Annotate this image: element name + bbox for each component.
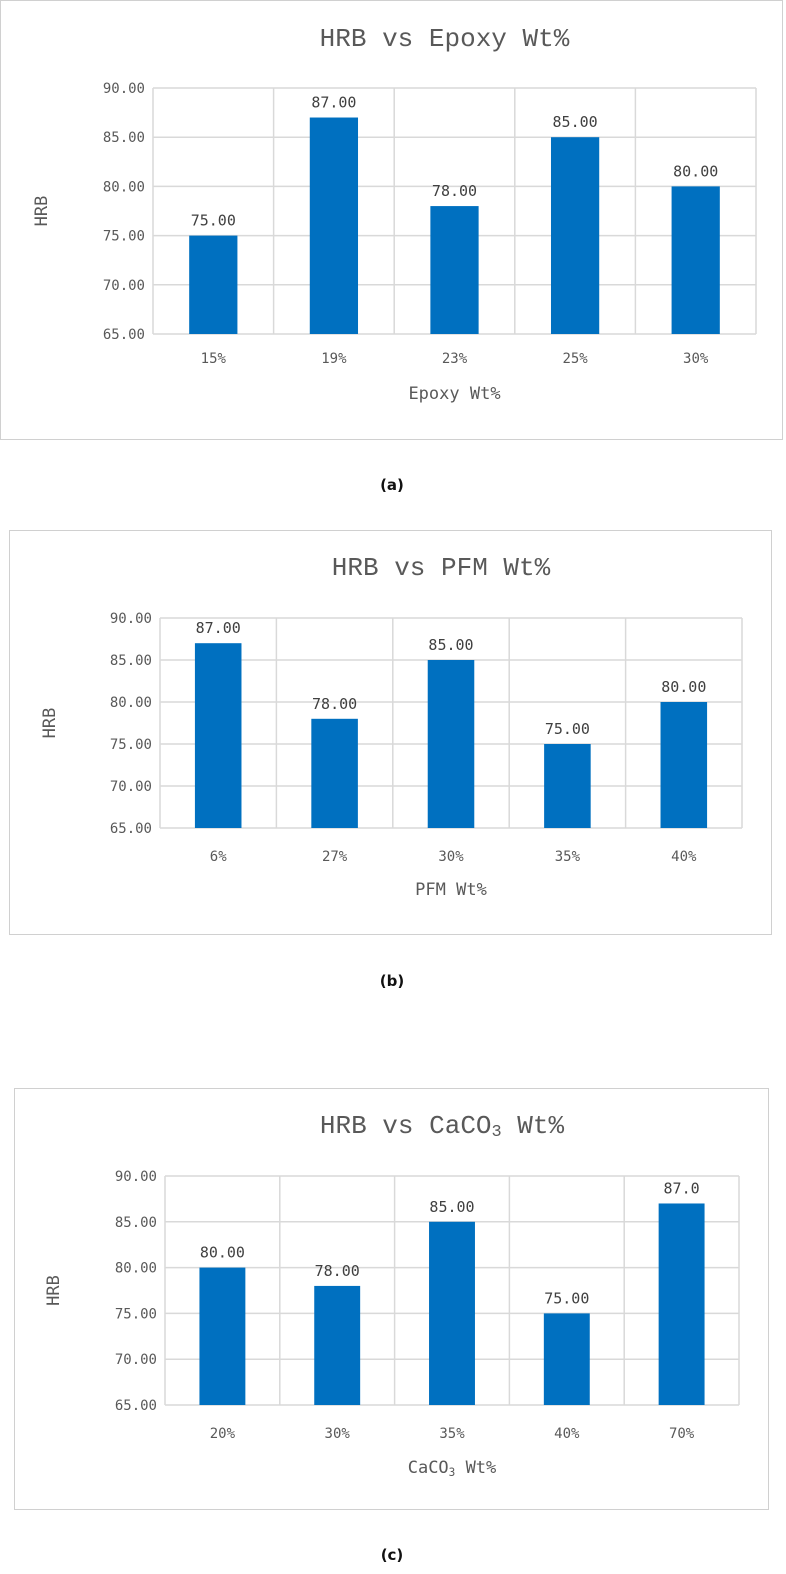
bar-b-3 xyxy=(427,660,475,828)
x-tick-label: 30% xyxy=(438,849,464,865)
x-tick-label: 70% xyxy=(669,1426,695,1442)
data-label: 87.0 xyxy=(664,1179,700,1197)
bar-c-5 xyxy=(658,1203,705,1405)
data-label: 75.00 xyxy=(191,212,236,230)
bar-c-2 xyxy=(314,1285,361,1405)
bar-a-4 xyxy=(550,137,600,334)
data-label: 78.00 xyxy=(432,182,477,200)
chart-title: HRB vs PFM Wt% xyxy=(332,553,551,583)
bar-b-2 xyxy=(311,718,358,828)
bar-a-3 xyxy=(430,206,479,334)
y-tick-label: 90.00 xyxy=(103,81,145,97)
y-tick-label: 80.00 xyxy=(115,1261,157,1277)
chart-title: HRB vs CaCO3 Wt% xyxy=(320,1111,565,1142)
y-axis-label: HRB xyxy=(44,1275,64,1306)
data-label: 85.00 xyxy=(553,113,598,131)
x-tick-label: 15% xyxy=(201,351,227,367)
chart-a: HRB vs Epoxy Wt% 65.00 70.00 75.00 80.00 85.0… xyxy=(32,24,757,404)
chart-title: HRB vs Epoxy Wt% xyxy=(320,24,570,54)
x-tick-label: 23% xyxy=(442,351,468,367)
y-axis-label: HRB xyxy=(40,708,60,739)
data-label: 80.00 xyxy=(673,162,718,180)
x-tick-label: 19% xyxy=(321,351,347,367)
bar-b-1 xyxy=(194,643,242,828)
x-axis-label: PFM Wt% xyxy=(415,880,487,900)
data-label: 85.00 xyxy=(428,636,473,654)
data-label: 87.00 xyxy=(196,619,241,637)
y-tick-label: 65.00 xyxy=(103,327,145,343)
y-tick-label: 75.00 xyxy=(115,1306,157,1322)
bar-a-1 xyxy=(189,235,238,334)
chart-panel-a: HRB vs Epoxy Wt% 65.00 70.00 75.00 80.00 85.0… xyxy=(0,0,783,440)
bar-a-5 xyxy=(671,186,720,334)
x-tick-label: 27% xyxy=(322,849,348,865)
data-label: 75.00 xyxy=(544,1289,589,1307)
y-tick-label: 90.00 xyxy=(110,611,152,627)
bar-c-1 xyxy=(199,1267,246,1405)
x-tick-label: 35% xyxy=(439,1426,465,1442)
y-tick-label: 85.00 xyxy=(110,653,152,669)
y-tick-label: 65.00 xyxy=(115,1398,157,1414)
y-tick-label: 75.00 xyxy=(103,229,145,245)
x-tick-label: 40% xyxy=(671,849,697,865)
x-tick-label: 30% xyxy=(325,1426,351,1442)
data-label: 80.00 xyxy=(661,678,706,696)
x-axis-label: Epoxy Wt% xyxy=(408,384,500,404)
x-tick-label: 6% xyxy=(210,849,227,865)
x-axis-label: CaCO3 Wt% xyxy=(408,1458,497,1479)
chart-b: HRB vs PFM Wt% 65.00 70.00 75.00 80.00 85.00 9… xyxy=(40,553,743,900)
y-tick-label: 85.00 xyxy=(115,1215,157,1231)
y-tick-label: 90.00 xyxy=(115,1169,157,1185)
data-label: 85.00 xyxy=(429,1198,474,1216)
bar-a-2 xyxy=(309,117,359,335)
bar-b-5 xyxy=(660,702,708,828)
bar-c-3 xyxy=(429,1221,475,1405)
y-tick-label: 70.00 xyxy=(103,278,145,294)
y-tick-label: 85.00 xyxy=(103,130,145,146)
y-tick-label: 75.00 xyxy=(110,737,152,753)
y-tick-label: 70.00 xyxy=(110,779,152,795)
x-tick-label: 35% xyxy=(555,849,581,865)
data-label: 87.00 xyxy=(311,94,356,112)
y-tick-label: 80.00 xyxy=(103,179,145,195)
chart-panel-c: HRB vs CaCO3 Wt% 65.00 70.00 75.00 80.00 85.0… xyxy=(14,1088,769,1510)
x-tick-label: 20% xyxy=(210,1426,236,1442)
x-tick-label: 30% xyxy=(683,351,709,367)
chart-c: HRB vs CaCO3 Wt% 65.00 70.00 75.00 80.00 85.0… xyxy=(44,1111,740,1479)
bar-c-4 xyxy=(543,1313,590,1405)
caption-c: (c) xyxy=(380,1546,404,1564)
caption-a: (a) xyxy=(380,476,404,494)
caption-b: (b) xyxy=(379,972,405,990)
x-tick-label: 40% xyxy=(554,1426,580,1442)
y-tick-label: 70.00 xyxy=(115,1352,157,1368)
y-tick-label: 65.00 xyxy=(110,821,152,837)
data-label: 75.00 xyxy=(545,720,590,738)
x-tick-label: 25% xyxy=(562,351,588,367)
chart-panel-b: HRB vs PFM Wt% 65.00 70.00 75.00 80.00 85.00 9… xyxy=(9,530,772,935)
y-axis-label: HRB xyxy=(32,196,52,227)
bar-b-4 xyxy=(544,744,591,828)
data-label: 78.00 xyxy=(315,1262,360,1280)
data-label: 80.00 xyxy=(200,1244,245,1262)
y-tick-label: 80.00 xyxy=(110,695,152,711)
data-label: 78.00 xyxy=(312,695,357,713)
